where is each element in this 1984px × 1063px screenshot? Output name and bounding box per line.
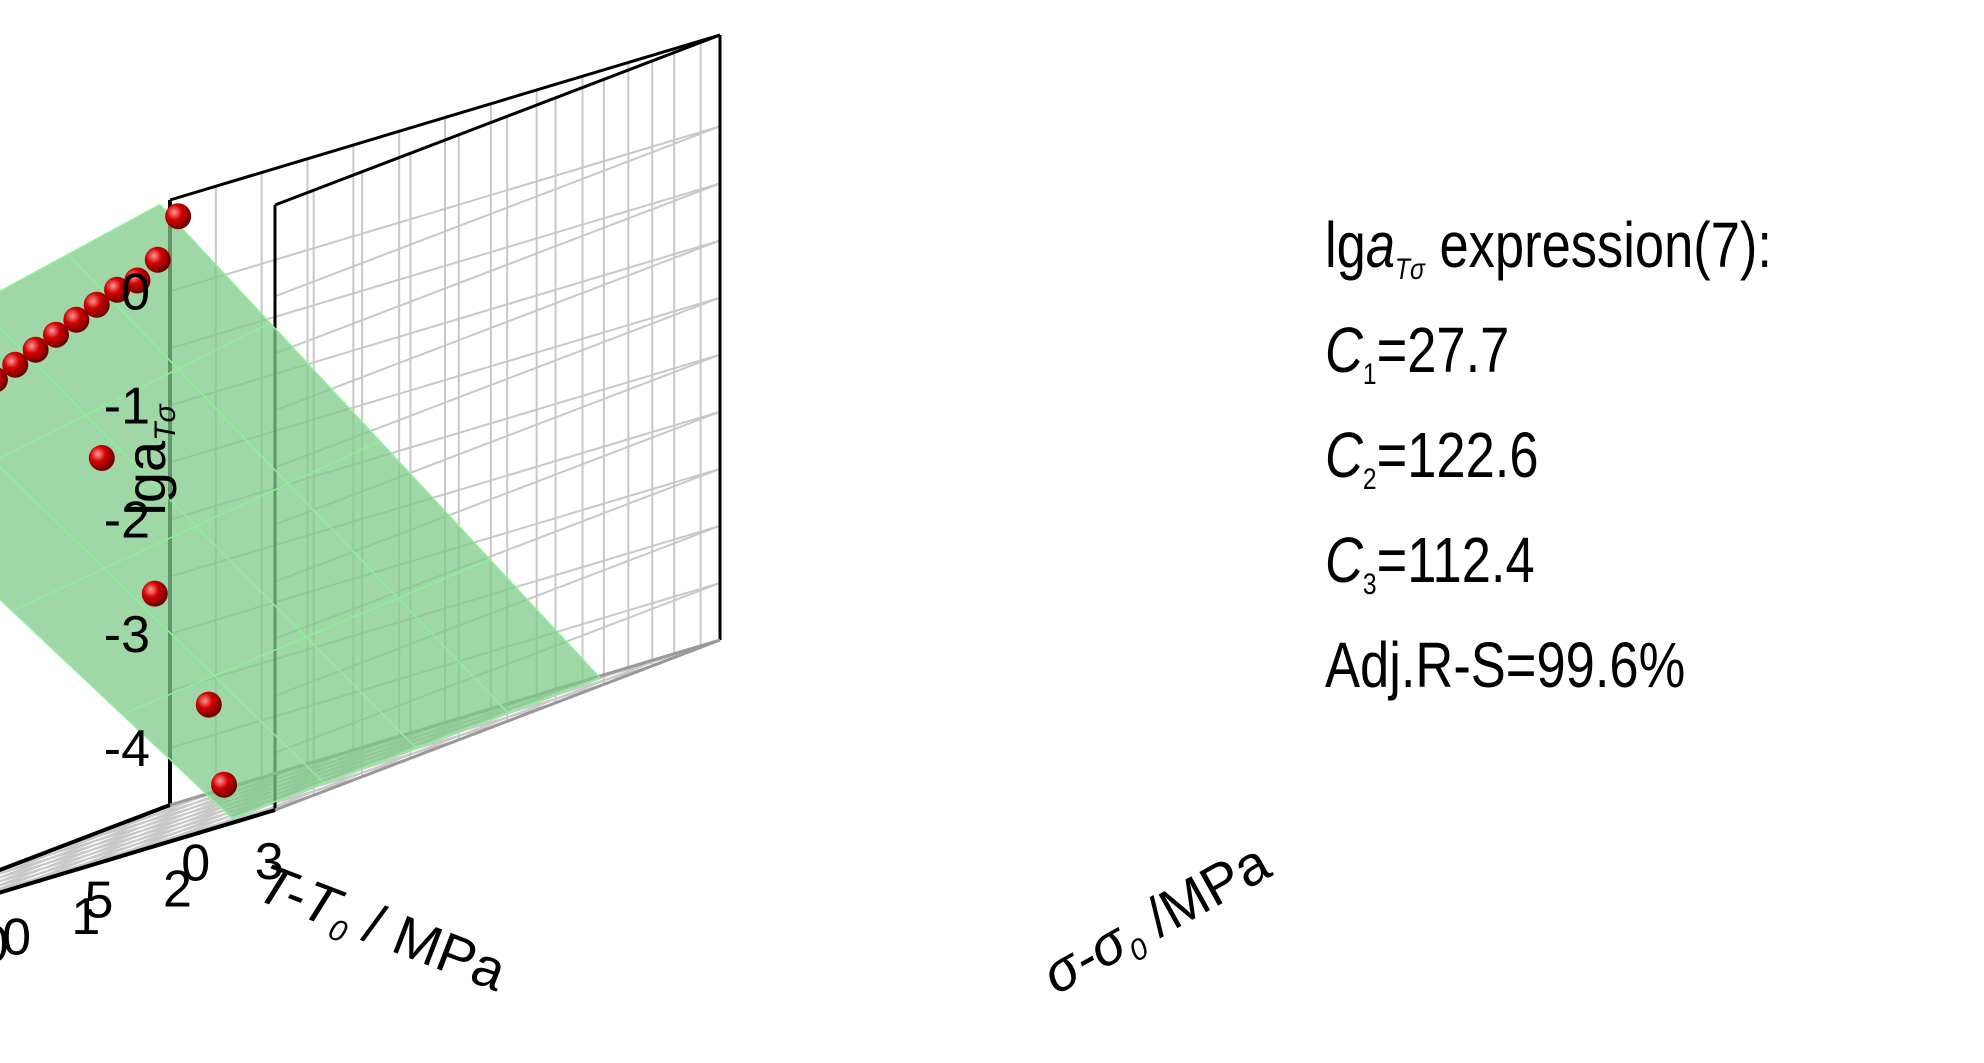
y-tick-label: 2 [163, 860, 192, 918]
surface-mesh-line [11, 440, 381, 612]
grid-line [228, 652, 675, 825]
grid-line [169, 125, 721, 293]
data-point [83, 291, 110, 318]
data-point [88, 444, 115, 471]
constant-sub: 2 [1362, 463, 1377, 496]
tick-labels: 0-1-2-3-405101520-2-10123 [0, 263, 284, 973]
data-point [2, 351, 29, 378]
y-axis-title: σ-σ0 /MPa [1031, 830, 1283, 1011]
data-point [22, 336, 49, 363]
axis-line [169, 33, 721, 202]
constant-name: C [1325, 314, 1363, 386]
constant-name: C [1325, 524, 1363, 596]
data-point [42, 321, 69, 348]
y-tick-label: 1 [71, 888, 100, 946]
data-point [124, 267, 151, 294]
surface-mesh-line [121, 558, 491, 716]
data-point [141, 580, 168, 607]
y-axis-line [0, 808, 276, 895]
data-point [63, 306, 90, 333]
data-point [165, 203, 192, 230]
z-tick-label: -4 [104, 720, 150, 778]
x-tick-label: 10 [0, 908, 31, 966]
constant-c1: C1=27.7 [1325, 310, 1772, 415]
y-tick-label: 3 [255, 833, 284, 891]
axis-line [274, 638, 721, 812]
axis-line [274, 33, 721, 207]
grid-line [0, 776, 263, 879]
constant-value: =112.4 [1376, 524, 1535, 596]
grid-line [274, 182, 721, 355]
constant-sub: 3 [1362, 568, 1377, 601]
constant-value: =27.7 [1376, 314, 1510, 386]
x-axis-title-unit: / MPa [341, 886, 515, 1003]
fitted-surface [0, 203, 602, 819]
z-tick-label: 0 [121, 263, 150, 321]
fit-expression-line: lgaTσ expression(7): [1325, 205, 1772, 310]
x-tick-label: 0 [181, 834, 210, 892]
surface-mesh-line [0, 465, 325, 784]
constant-sub: 1 [1362, 358, 1377, 391]
data-point [144, 246, 171, 273]
grid-line [0, 790, 217, 875]
fit-annotation: lgaTσ expression(7): C1=27.7 C2=122.6 C3… [1325, 205, 1772, 705]
fit-quality: Adj.R-S=99.6% [1325, 629, 1686, 701]
z-axis-title-sub: Tσ [149, 403, 182, 441]
data-point [0, 367, 8, 392]
fit-expression-var: a [1365, 209, 1396, 281]
z-tick-label: -2 [104, 492, 150, 550]
fit-expression-prefix: lg [1325, 209, 1366, 281]
fit-expression-sub: Tσ [1395, 253, 1425, 286]
y-axis-title-main: σ-σ [1031, 908, 1139, 1006]
x-axis-title: T-T0 / MPa [247, 851, 515, 1008]
y-tick-label: 0 [0, 915, 9, 973]
data-point [104, 276, 131, 303]
fit-expression-suffix: expression(7): [1424, 209, 1772, 281]
constant-c3: C3=112.4 [1325, 520, 1772, 625]
z-tick-label: -1 [104, 377, 150, 435]
x-axis-line [0, 803, 171, 873]
surface-patch [0, 203, 602, 819]
constant-c2: C2=122.6 [1325, 415, 1772, 520]
z-tick-label: -3 [104, 606, 150, 664]
y-axis-title-unit: /MPa [1121, 830, 1280, 956]
x-tick-label: 5 [84, 871, 113, 929]
constant-value: =122.6 [1376, 419, 1539, 491]
data-point [195, 691, 222, 718]
grid-line [274, 239, 721, 412]
constant-name: C [1325, 419, 1363, 491]
data-point [211, 771, 238, 798]
data-points [0, 203, 238, 798]
grid-line [274, 125, 721, 298]
